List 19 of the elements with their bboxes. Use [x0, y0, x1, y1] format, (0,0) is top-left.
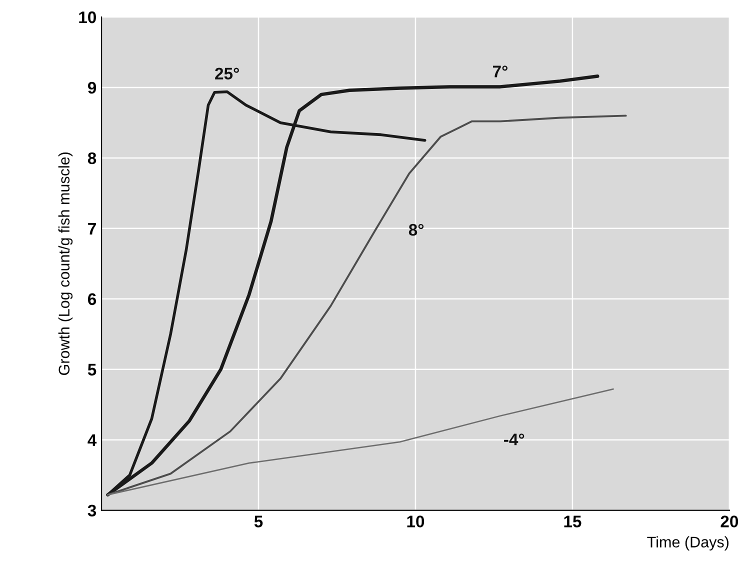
y-axis-title: Growth (Log count/g fish muscle) — [58, 152, 73, 375]
x-tick-label: 20 — [720, 516, 738, 528]
series-label: 25° — [215, 68, 239, 80]
y-tick-label: 6 — [88, 293, 96, 306]
x-tick-label: 5 — [254, 516, 263, 528]
y-tick-label: 8 — [88, 152, 96, 164]
x-tick-label: 15 — [564, 516, 582, 528]
line-series — [107, 388, 614, 496]
series-label: 8° — [408, 224, 424, 236]
y-tick-label: 7 — [88, 222, 96, 234]
x-axis-title: Time (Days) — [647, 536, 728, 550]
y-tick-label: 3 — [88, 504, 96, 517]
y-tick-label: 10 — [79, 11, 96, 24]
series-label: 7° — [493, 66, 508, 78]
x-tick-label: 10 — [407, 516, 424, 528]
series-label: -4° — [504, 434, 524, 446]
y-tick-label: 9 — [88, 82, 96, 94]
y-tick-label: 5 — [88, 364, 96, 376]
y-tick-label: 4 — [88, 434, 97, 446]
